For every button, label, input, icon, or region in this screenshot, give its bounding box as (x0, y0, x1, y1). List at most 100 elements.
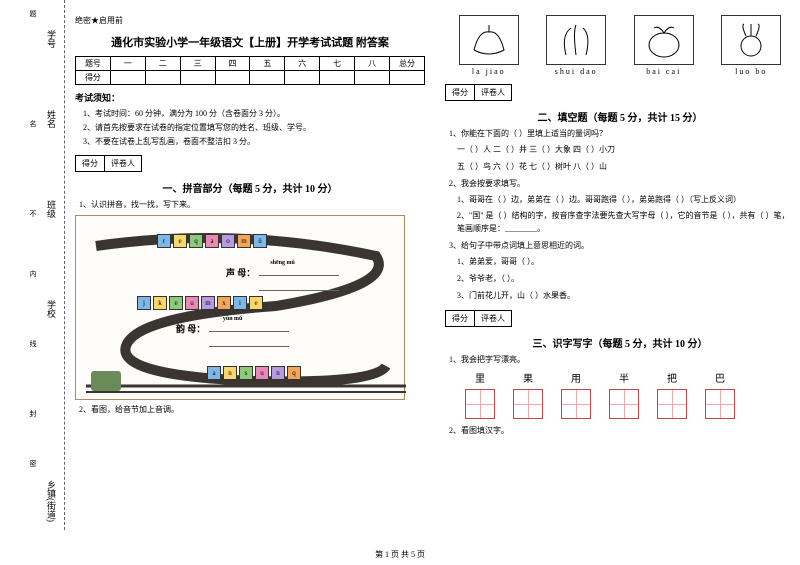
score-cell: 得分 (76, 156, 105, 171)
binding-sidebar: 学号 姓名 班级 学校 乡镇(街道) 题 名 不 内 线 封 密 (10, 0, 65, 530)
pinyin-block: i (233, 296, 247, 310)
sidebar-label: 姓名 (45, 110, 58, 128)
pinyin-block: n (223, 366, 237, 380)
pinyin-block: q (287, 366, 301, 380)
char-label: 把 (657, 370, 687, 385)
score-cell (355, 71, 390, 85)
rule: 1、考试时间：60 分钟，满分为 100 分（含卷面分 3 分）。 (83, 108, 425, 119)
veg-item: shui dao (541, 15, 611, 76)
rules-title: 考试须知： (75, 91, 425, 104)
pinyin-diagram: reqaomü jkeumxie ansunq shēng mǔ 声 母： 声 … (75, 215, 405, 400)
char-label-row: 里果用半把巴 (465, 370, 795, 385)
page-footer: 第 1 页 共 5 页 (0, 549, 800, 560)
char-grid (513, 389, 543, 419)
char-grid (705, 389, 735, 419)
question: 3、给句子中带点词填上意思相近的词。 (449, 240, 795, 252)
fill-blank: 五（ ）鸟 六（ ）花 七（ ）树叶 八（ ）山 (457, 161, 795, 174)
veg-item: bai cai (629, 15, 699, 76)
question: 1、你能在下面的（ ）里填上适当的量词吗？ (449, 128, 795, 140)
sub-question: 1、哥哥在（ ）边，弟弟在（ ）边。哥哥跑得（ ），弟弟跑得（ ）（写上反义词） (457, 194, 795, 207)
sidebar-mark: 内 (28, 270, 38, 277)
train-icon (91, 371, 121, 391)
sub-question: 1、弟弟爱，哥哥（ ）。 (457, 256, 795, 269)
pinyin-block: e (173, 234, 187, 248)
veg-item: luo bo (716, 15, 786, 76)
pinyin-block: s (239, 366, 253, 380)
score-cell: 得分 (446, 311, 475, 326)
score-header: 二 (145, 57, 180, 71)
shengmu-label: shēng mǔ 声 母： 声 母： (226, 260, 339, 294)
sub-question: 2、爷爷老，（ ）。 (457, 273, 795, 286)
score-header: 总分 (390, 57, 425, 71)
char-label: 半 (609, 370, 639, 385)
pinyin-block: m (237, 234, 251, 248)
char-grid (609, 389, 639, 419)
veg-item: la jiao (454, 15, 524, 76)
sidebar-mark: 密 (28, 460, 38, 467)
score-header: 三 (180, 57, 215, 71)
section-3-title: 三、识字写字（每题 5 分，共计 10 分） (445, 335, 795, 350)
score-header: 八 (355, 57, 390, 71)
score-cell (110, 71, 145, 85)
pepper-icon (459, 15, 519, 65)
char-grid-row (465, 389, 795, 419)
score-header: 六 (285, 57, 320, 71)
grader-cell: 评卷人 (475, 85, 511, 100)
score-cell (145, 71, 180, 85)
grader-cell: 评卷人 (105, 156, 141, 171)
sidebar-label: 乡镇(街道) (45, 480, 58, 522)
pinyin-block: a (205, 234, 219, 248)
section-1-title: 一、拼音部分（每题 5 分，共计 10 分） (75, 180, 425, 195)
pinyin-block: j (137, 296, 151, 310)
fill-blank: 一（ ）人 二（ ）井 三（ ）大象 四（ ）小刀 (457, 144, 795, 157)
right-column: la jiao shui dao bai cai luo bo 得分 评卷人 二… (445, 15, 795, 440)
cabbage-icon (634, 15, 694, 65)
pinyin-block: u (255, 366, 269, 380)
char-grid (657, 389, 687, 419)
score-cell: 得分 (446, 85, 475, 100)
rule: 3、不要在试卷上乱写乱画，卷面不整洁扣 3 分。 (83, 136, 425, 147)
score-cell (215, 71, 250, 85)
score-cell (320, 71, 355, 85)
score-cell (285, 71, 320, 85)
pinyin-block: ü (253, 234, 267, 248)
sidebar-mark: 题 (28, 10, 38, 17)
question: 1、我会把字写漂亮。 (449, 354, 795, 366)
char-label: 果 (513, 370, 543, 385)
score-box: 得分 评卷人 (75, 155, 142, 172)
char-label: 巴 (705, 370, 735, 385)
veg-pinyin: luo bo (716, 67, 786, 76)
sidebar-mark: 封 (28, 410, 38, 417)
sub-question: 2、"国" 是（ ）结构的字，按音序查字法要先查大写字母（ ），它的音节是（ ）… (457, 210, 795, 236)
veg-pinyin: la jiao (454, 67, 524, 76)
char-grid (465, 389, 495, 419)
rule: 2、请首先按要求在试卷的指定位置填写您的姓名、班级、学号。 (83, 122, 425, 133)
pinyin-block: u (185, 296, 199, 310)
pinyin-block: k (153, 296, 167, 310)
score-cell (390, 71, 425, 85)
question: 1、认识拼音，找一找，写下来。 (79, 199, 425, 211)
score-header: 五 (250, 57, 285, 71)
char-label: 里 (465, 370, 495, 385)
score-table: 题号一二三四五六七八总分 得分 (75, 56, 425, 85)
radish-icon (721, 15, 781, 65)
yunmu-label: yùn mǔ 韵 母： 韵 母： (176, 316, 289, 350)
section-2-title: 二、填空题（每题 5 分，共计 15 分） (445, 109, 795, 124)
veg-pinyin: bai cai (629, 67, 699, 76)
secret-label: 绝密★启用前 (75, 15, 425, 26)
vegetable-row: la jiao shui dao bai cai luo bo (445, 15, 795, 76)
sidebar-label: 学校 (45, 300, 58, 318)
rice-icon (546, 15, 606, 65)
score-cell (250, 71, 285, 85)
question: 2、看图，给音节加上音调。 (79, 404, 425, 416)
main-content: 绝密★启用前 通化市实验小学一年级语文【上册】开学考试试题 附答案 题号一二三四… (75, 15, 795, 440)
sidebar-label: 班级 (45, 200, 58, 218)
sidebar-mark: 线 (28, 340, 38, 347)
score-header: 一 (110, 57, 145, 71)
char-label: 用 (561, 370, 591, 385)
pinyin-block: a (207, 366, 221, 380)
score-box: 得分 评卷人 (445, 84, 512, 101)
grader-cell: 评卷人 (475, 311, 511, 326)
sub-question: 3、门前花儿开，山（ ）水果香。 (457, 290, 795, 303)
exam-title: 通化市实验小学一年级语文【上册】开学考试试题 附答案 (75, 34, 425, 50)
